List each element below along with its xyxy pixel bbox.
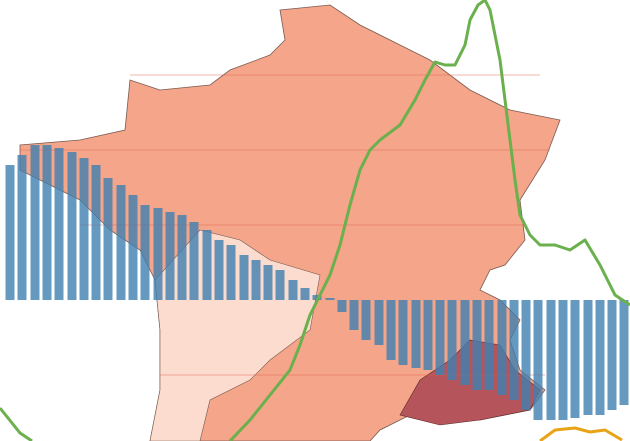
bar bbox=[275, 270, 285, 300]
bar bbox=[5, 165, 15, 300]
bar bbox=[91, 165, 101, 300]
bar bbox=[398, 300, 408, 365]
bar bbox=[239, 255, 249, 300]
bar bbox=[312, 295, 322, 300]
bar bbox=[128, 195, 138, 300]
bar bbox=[189, 222, 199, 300]
bar bbox=[472, 300, 482, 390]
bar bbox=[165, 212, 175, 300]
bar bbox=[251, 260, 261, 300]
bar bbox=[583, 300, 593, 415]
bar bbox=[460, 300, 470, 385]
bar bbox=[17, 155, 27, 300]
bar bbox=[153, 208, 163, 300]
bar bbox=[30, 145, 40, 300]
bar bbox=[337, 300, 347, 312]
bar bbox=[521, 300, 531, 410]
bar bbox=[79, 158, 89, 300]
bar bbox=[423, 300, 433, 370]
bar bbox=[411, 300, 421, 368]
bar bbox=[54, 148, 64, 300]
bar bbox=[546, 300, 556, 420]
line bbox=[539, 426, 623, 441]
bar bbox=[374, 300, 384, 345]
bar bbox=[140, 205, 150, 300]
bar bbox=[67, 152, 77, 300]
bar bbox=[42, 145, 52, 300]
bar bbox=[226, 245, 236, 300]
bar bbox=[263, 265, 273, 300]
bar bbox=[570, 300, 580, 418]
bar bbox=[509, 300, 519, 400]
bar bbox=[497, 300, 507, 395]
bar bbox=[386, 300, 396, 360]
bar bbox=[361, 300, 371, 340]
bar bbox=[435, 300, 445, 375]
bar bbox=[177, 215, 187, 300]
bar bbox=[288, 280, 298, 300]
bar bbox=[202, 230, 212, 300]
bar bbox=[103, 178, 113, 300]
bar bbox=[325, 298, 335, 300]
bar bbox=[447, 300, 457, 380]
bar bbox=[558, 300, 568, 420]
bar bbox=[607, 300, 617, 410]
bar bbox=[116, 185, 126, 300]
bar bbox=[300, 288, 310, 300]
bar bbox=[214, 240, 224, 300]
bar bbox=[595, 300, 605, 415]
bar bbox=[349, 300, 359, 330]
bar bbox=[533, 300, 543, 420]
bar bbox=[619, 300, 629, 405]
bar bbox=[484, 300, 494, 390]
